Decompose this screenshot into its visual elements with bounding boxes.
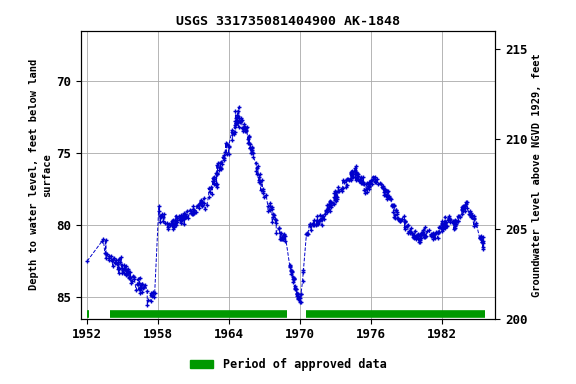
Y-axis label: Depth to water level, feet below land
surface: Depth to water level, feet below land su… (29, 59, 52, 290)
Legend: Period of approved data: Period of approved data (185, 354, 391, 376)
Title: USGS 331735081404900 AK-1848: USGS 331735081404900 AK-1848 (176, 15, 400, 28)
Y-axis label: Groundwater level above NGVD 1929, feet: Groundwater level above NGVD 1929, feet (532, 53, 542, 296)
